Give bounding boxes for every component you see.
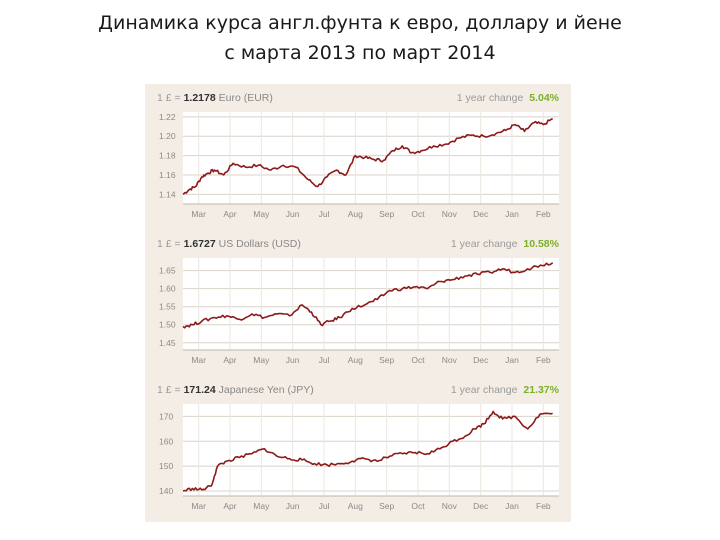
chart-eur-header: 1 £ = 1.2178 Euro (EUR)	[157, 92, 273, 104]
x-tick-label: Jul	[319, 355, 330, 365]
y-tick-label: 150	[159, 461, 173, 471]
chart-usd-change-label: 1 year change	[450, 238, 518, 250]
y-tick-label: 1.60	[159, 284, 176, 294]
series-line	[182, 118, 553, 195]
x-tick-label: Nov	[442, 501, 458, 511]
x-tick-label: Nov	[442, 209, 458, 219]
x-tick-label: Jun	[286, 501, 300, 511]
chart-usd-change: 1 year change 10.58%	[451, 238, 559, 250]
x-tick-label: Dec	[473, 355, 489, 365]
x-tick-label: Jun	[286, 355, 300, 365]
plot-area	[183, 404, 559, 496]
x-tick-label: Jan	[505, 209, 519, 219]
x-tick-label: Apr	[223, 355, 236, 365]
chart-usd-prefix: 1 £ =	[157, 238, 181, 250]
chart-jpy-change: 1 year change 21.37%	[451, 384, 559, 396]
x-tick-label: Apr	[223, 209, 236, 219]
x-tick-label: Oct	[411, 355, 425, 365]
chart-usd-plot: 1.65 1.60 1.55 1.50 1.45 Mar Apr May Jun Jul Aug Se…	[159, 258, 559, 365]
x-tick-label: May	[253, 355, 270, 365]
x-tick-label: Dec	[473, 209, 489, 219]
y-tick-label: 1.18	[159, 151, 176, 161]
x-tick-label: Sep	[379, 501, 394, 511]
x-tick-label: Apr	[223, 501, 236, 511]
x-tick-label: Sep	[379, 355, 394, 365]
chart-usd-change-value: 10.58%	[523, 238, 559, 250]
charts-panel: 1.22 1.20 1.18 1.16 1.14 Mar Apr May Jun Jul Aug Se…	[145, 84, 571, 522]
chart-usd-header: 1 £ = 1.6727 US Dollars (USD)	[157, 238, 301, 250]
y-tick-label: 170	[159, 411, 173, 421]
x-tick-label: Feb	[536, 209, 551, 219]
x-tick-label: Dec	[473, 501, 489, 511]
chart-eur-currency: Euro (EUR)	[218, 92, 273, 104]
x-tick-label: Jul	[319, 501, 330, 511]
x-tick-label: May	[253, 501, 270, 511]
x-tick-label: Aug	[348, 355, 363, 365]
chart-jpy-rate: 171.24	[183, 384, 216, 396]
x-tick-label: Nov	[442, 355, 458, 365]
x-tick-label: Oct	[411, 501, 425, 511]
x-tick-label: Jul	[319, 209, 330, 219]
x-tick-label: Jan	[505, 501, 519, 511]
chart-eur-plot: 1.22 1.20 1.18 1.16 1.14 Mar Apr May Jun Jul Aug Se…	[159, 112, 559, 219]
y-tick-label: 1.50	[159, 320, 176, 330]
chart-jpy-change-label: 1 year change	[450, 384, 518, 396]
chart-jpy-prefix: 1 £ =	[157, 384, 181, 396]
x-tick-label: Mar	[191, 209, 206, 219]
x-tick-label: May	[253, 209, 270, 219]
x-tick-label: Aug	[348, 501, 363, 511]
x-tick-label: Feb	[536, 501, 551, 511]
x-tick-label: Aug	[348, 209, 363, 219]
x-tick-label: Jan	[505, 355, 519, 365]
slide-title-line2: с марта 2013 по март 2014	[224, 42, 496, 64]
y-tick-label: 1.14	[159, 189, 176, 199]
chart-usd-currency: US Dollars (USD)	[218, 238, 301, 250]
y-tick-label: 1.55	[159, 302, 176, 312]
chart-jpy-currency: Japanese Yen (JPY)	[218, 384, 314, 396]
chart-jpy-change-value: 21.37%	[523, 384, 559, 396]
y-tick-label: 1.20	[159, 131, 176, 141]
chart-usd-rate: 1.6727	[183, 238, 216, 250]
y-tick-label: 1.45	[159, 338, 176, 348]
x-tick-label: Feb	[536, 355, 551, 365]
chart-eur: 1.22 1.20 1.18 1.16 1.14 Mar Apr May Jun Jul Aug Se…	[145, 84, 571, 230]
series-line	[182, 262, 554, 329]
y-tick-label: 1.65	[159, 266, 176, 276]
x-tick-label: Mar	[191, 355, 206, 365]
chart-eur-change-label: 1 year change	[456, 92, 524, 104]
x-tick-label: Mar	[191, 501, 206, 511]
chart-jpy-plot: 170 160 150 140 Mar Apr May Jun Jul Aug Sep Oct Nov D…	[159, 404, 559, 511]
x-tick-label: Jun	[286, 209, 300, 219]
chart-eur-rate: 1.2178	[183, 92, 216, 104]
x-tick-label: Sep	[379, 209, 394, 219]
y-tick-label: 1.22	[159, 112, 176, 122]
chart-eur-prefix: 1 £ =	[157, 92, 181, 104]
x-tick-label: Oct	[411, 209, 425, 219]
y-tick-label: 1.16	[159, 170, 176, 180]
chart-eur-change: 1 year change 5.04%	[457, 92, 559, 104]
chart-eur-change-value: 5.04%	[529, 92, 559, 104]
slide-title-line1: Динамика курса англ.фунта к евро, доллар…	[98, 12, 622, 34]
y-tick-label: 140	[159, 486, 173, 496]
plot-area	[183, 258, 559, 350]
slide-title: Динамика курса англ.фунта к евро, доллар…	[0, 8, 720, 68]
series-line	[182, 410, 553, 492]
y-tick-label: 160	[159, 436, 173, 446]
chart-jpy-header: 1 £ = 171.24 Japanese Yen (JPY)	[157, 384, 314, 396]
chart-usd: 1.65 1.60 1.55 1.50 1.45 Mar Apr May Jun Jul Aug Se…	[145, 230, 571, 376]
chart-jpy: 170 160 150 140 Mar Apr May Jun Jul Aug Sep Oct Nov D…	[145, 376, 571, 522]
